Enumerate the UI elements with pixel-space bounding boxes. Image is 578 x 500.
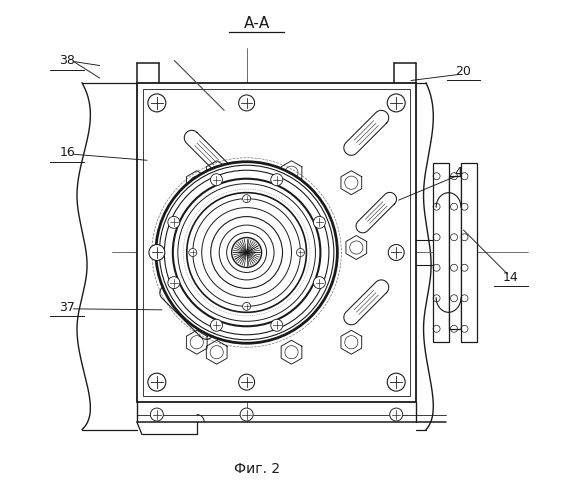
Bar	[143, 89, 410, 396]
Bar	[137, 83, 416, 402]
Text: 38: 38	[59, 54, 75, 67]
Text: 14: 14	[503, 271, 519, 284]
Circle shape	[210, 320, 223, 332]
Bar	[449, 176, 461, 329]
Circle shape	[189, 248, 197, 256]
Text: 4: 4	[454, 166, 462, 179]
Circle shape	[313, 276, 325, 288]
Circle shape	[210, 174, 223, 186]
Text: Фиг. 2: Фиг. 2	[234, 462, 280, 476]
Circle shape	[387, 94, 405, 112]
Text: 20: 20	[455, 65, 472, 78]
Circle shape	[243, 302, 251, 310]
Circle shape	[239, 374, 254, 390]
Circle shape	[390, 408, 403, 421]
Circle shape	[271, 174, 283, 186]
Circle shape	[150, 408, 164, 421]
Bar	[461, 162, 477, 342]
Circle shape	[232, 238, 262, 268]
Circle shape	[240, 408, 253, 421]
Circle shape	[168, 276, 180, 288]
Circle shape	[168, 216, 180, 228]
Circle shape	[387, 373, 405, 391]
Circle shape	[239, 95, 254, 111]
Circle shape	[271, 320, 283, 332]
Circle shape	[156, 162, 338, 343]
Circle shape	[388, 244, 404, 260]
Circle shape	[243, 194, 251, 202]
Circle shape	[297, 248, 305, 256]
Circle shape	[313, 216, 325, 228]
Text: 37: 37	[59, 301, 75, 314]
Text: 16: 16	[59, 146, 75, 160]
Circle shape	[148, 94, 166, 112]
Circle shape	[149, 244, 165, 260]
Text: А-А: А-А	[243, 16, 270, 30]
Circle shape	[148, 373, 166, 391]
Bar	[432, 162, 449, 342]
